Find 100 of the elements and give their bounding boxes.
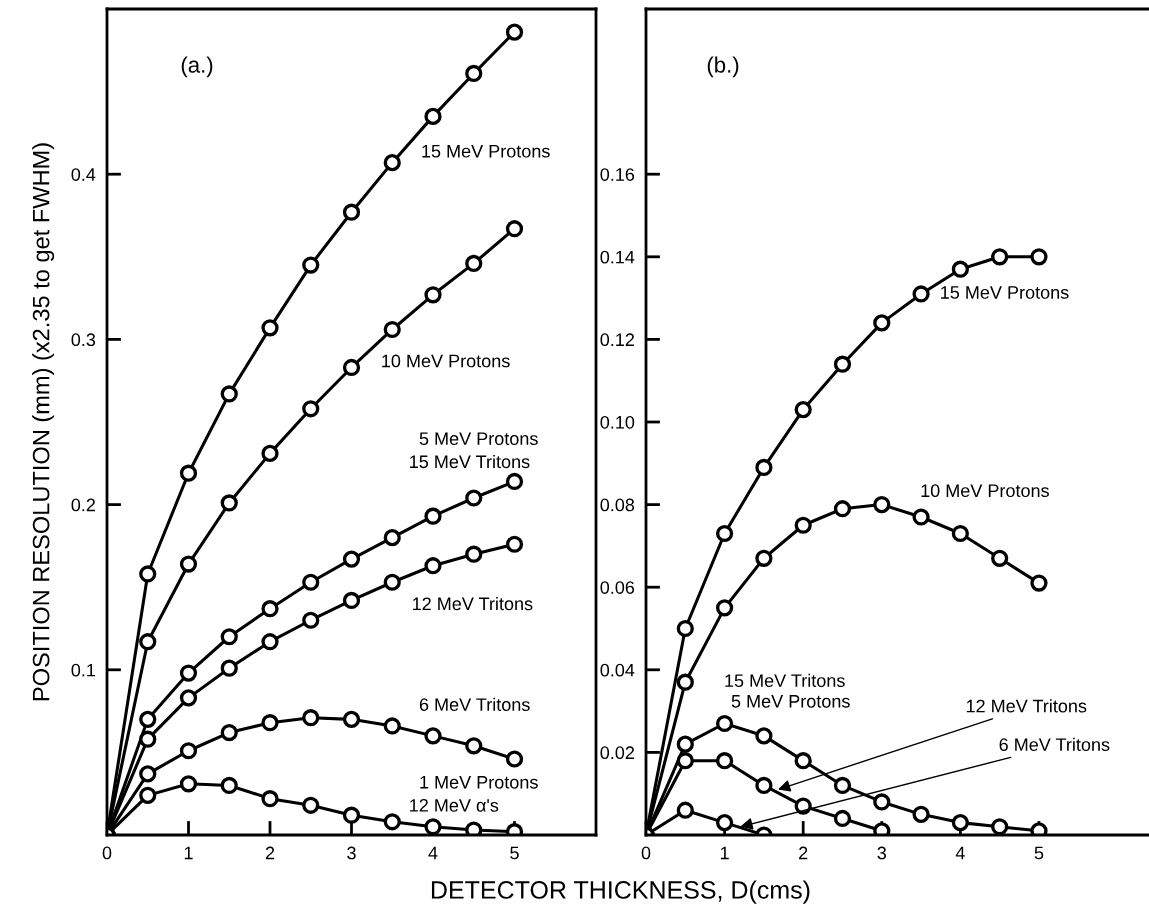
point bbox=[342, 710, 361, 728]
point bbox=[302, 611, 320, 629]
point bbox=[424, 107, 442, 125]
point bbox=[465, 64, 483, 83]
point bbox=[220, 723, 238, 742]
y-tick-label: 0.16 bbox=[600, 168, 635, 181]
point bbox=[715, 752, 734, 770]
point bbox=[342, 550, 361, 568]
point bbox=[383, 717, 401, 735]
annotation: 6 MeV Tritons bbox=[999, 737, 1110, 752]
x-tick-label: 1 bbox=[184, 846, 193, 860]
y-tick-label: 0.02 bbox=[600, 746, 634, 760]
point bbox=[951, 814, 969, 832]
point bbox=[873, 314, 891, 332]
x-tick-label: 5 bbox=[1034, 846, 1044, 860]
point bbox=[755, 549, 773, 567]
y-axis-title: POSITION RESOLUTION (mm) (x2.35 to get FWHM) bbox=[32, 143, 55, 701]
point bbox=[383, 320, 401, 339]
point bbox=[912, 285, 930, 303]
point bbox=[505, 535, 524, 553]
point bbox=[715, 714, 734, 733]
point bbox=[505, 472, 524, 491]
y-tick-label: 0.04 bbox=[600, 663, 635, 677]
point bbox=[302, 709, 320, 727]
point bbox=[220, 659, 238, 677]
point bbox=[383, 154, 401, 172]
point bbox=[873, 495, 891, 514]
point bbox=[715, 599, 734, 617]
annotation: 6 MeV Tritons bbox=[419, 697, 530, 711]
point bbox=[833, 776, 852, 795]
point bbox=[383, 573, 401, 591]
point bbox=[424, 557, 442, 575]
annotation: 15 MeV Protons bbox=[422, 144, 550, 158]
point bbox=[465, 489, 483, 507]
point bbox=[383, 813, 401, 831]
point bbox=[676, 619, 694, 638]
x-tick-label: 4 bbox=[428, 846, 438, 860]
point bbox=[139, 565, 157, 583]
point bbox=[261, 714, 279, 732]
annotation: 12 MeV Tritons bbox=[966, 699, 1087, 713]
point bbox=[715, 814, 734, 832]
point bbox=[755, 776, 773, 795]
y-tick-label: 0.2 bbox=[71, 498, 95, 512]
point bbox=[383, 529, 401, 547]
point bbox=[342, 203, 361, 221]
annotation: 12 MeV Tritons bbox=[413, 596, 533, 611]
x-tick-label: 5 bbox=[510, 846, 519, 860]
point bbox=[179, 664, 198, 682]
point bbox=[424, 507, 442, 525]
point bbox=[755, 458, 773, 477]
point bbox=[1030, 248, 1048, 266]
point bbox=[505, 750, 524, 768]
point bbox=[676, 801, 694, 819]
point bbox=[342, 806, 361, 824]
point bbox=[179, 689, 198, 707]
x-tick-label: 0 bbox=[641, 846, 651, 860]
point bbox=[465, 737, 483, 755]
point bbox=[873, 793, 891, 811]
point bbox=[179, 464, 198, 482]
y-tick-label: 0.10 bbox=[600, 415, 635, 429]
point bbox=[342, 591, 361, 610]
point bbox=[794, 752, 812, 770]
x-tick-label: 2 bbox=[265, 846, 275, 860]
point bbox=[302, 796, 320, 814]
point bbox=[676, 735, 694, 753]
y-tick-label: 0.14 bbox=[600, 250, 635, 264]
point bbox=[179, 555, 198, 573]
x-tick-label: 1 bbox=[720, 846, 729, 860]
annotation: 12 MeV α's bbox=[410, 798, 499, 812]
point bbox=[912, 508, 930, 526]
x-tick-label: 2 bbox=[799, 846, 808, 860]
point bbox=[302, 573, 320, 591]
point bbox=[794, 797, 812, 815]
point bbox=[505, 23, 524, 41]
point bbox=[991, 818, 1009, 835]
point bbox=[261, 319, 279, 337]
point bbox=[302, 256, 320, 274]
y-tick-label: 0.08 bbox=[600, 498, 635, 512]
point bbox=[833, 809, 852, 828]
point bbox=[424, 818, 442, 835]
y-tick-label: 0.4 bbox=[71, 168, 96, 181]
point bbox=[505, 220, 524, 238]
annotation: 15 MeV Protons bbox=[941, 286, 1069, 299]
point bbox=[833, 355, 852, 373]
text: (b.) bbox=[707, 56, 739, 78]
point bbox=[715, 524, 734, 543]
annotation: 10 MeV Protons bbox=[921, 484, 1049, 498]
text: (a.) bbox=[181, 56, 213, 78]
point bbox=[794, 516, 812, 534]
point bbox=[991, 549, 1009, 567]
point bbox=[794, 401, 812, 419]
point bbox=[261, 444, 279, 462]
point bbox=[179, 775, 198, 793]
point bbox=[342, 358, 361, 377]
annotation: 15 MeV Tritons bbox=[410, 454, 530, 469]
y-tick-label: 0.06 bbox=[600, 581, 635, 594]
point bbox=[220, 628, 238, 646]
point bbox=[424, 286, 442, 304]
point bbox=[833, 500, 852, 518]
point bbox=[261, 790, 279, 808]
